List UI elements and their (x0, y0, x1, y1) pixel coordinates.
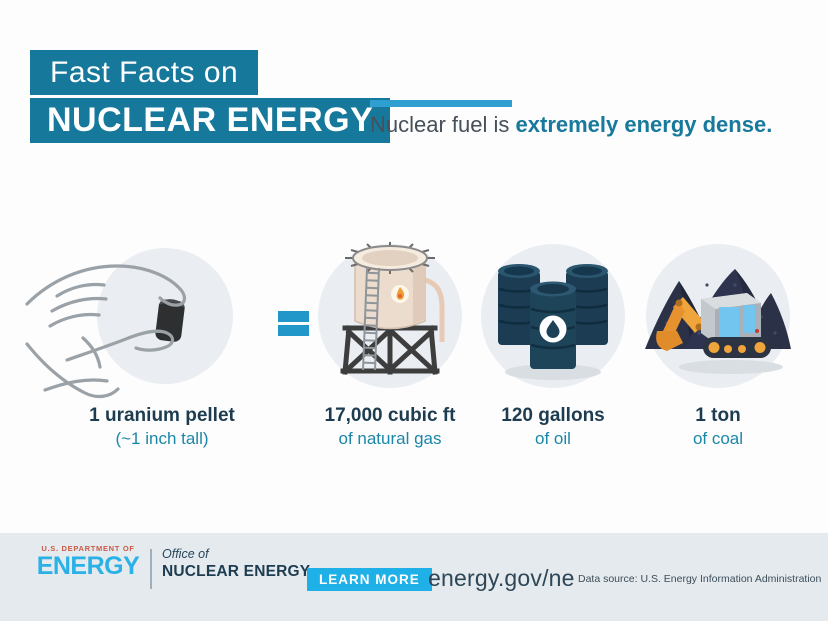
data-source-note: Data source: U.S. Energy Information Adm… (578, 573, 822, 585)
doe-logo: U.S. DEPARTMENT OF ENERGY (36, 544, 140, 579)
header-title-line2: NUCLEAR ENERGY (30, 98, 391, 143)
equals-icon (278, 311, 309, 336)
website-url[interactable]: energy.gov/ne (428, 565, 575, 591)
hand-pellet-icon (25, 248, 233, 399)
coal-subtitle: of coal (692, 429, 744, 448)
footer-band: U.S. DEPARTMENT OF ENERGY Office of NUCL… (0, 533, 828, 621)
doe-logo-department-line: U.S. DEPARTMENT OF (41, 544, 135, 553)
oil-subtitle: of oil (535, 429, 571, 448)
natural-gas-label: 17,000 cubic ft of natural gas (275, 404, 505, 450)
oil-barrels-icon (498, 264, 608, 380)
tagline-highlight: extremely energy dense. (515, 112, 773, 137)
equals-bar-bottom (278, 325, 309, 336)
header-title-line1: Fast Facts on (30, 50, 259, 95)
office-name-label: NUCLEAR ENERGY (162, 563, 311, 580)
tagline-prefix: Nuclear fuel is (370, 112, 516, 137)
gas-tank-icon (340, 242, 445, 375)
office-of-nuclear-energy-logo: Office of NUCLEAR ENERGY (162, 547, 310, 581)
oil-label: 120 gallons of oil (438, 404, 668, 450)
learn-more-button[interactable]: LEARN MORE (307, 568, 432, 591)
doe-logo-energy-wordmark: ENERGY (36, 552, 140, 580)
footer-logo-divider (150, 549, 152, 589)
coal-label: 1 ton of coal (603, 404, 828, 450)
tagline-accent-bar (370, 100, 512, 107)
coal-title: 1 ton (695, 405, 741, 426)
uranium-pellet-subtitle: (~1 inch tall) (115, 429, 209, 448)
natural-gas-subtitle: of natural gas (338, 429, 442, 448)
uranium-pellet-title: 1 uranium pellet (89, 405, 235, 426)
natural-gas-title: 17,000 cubic ft (324, 405, 456, 426)
oil-title: 120 gallons (501, 405, 605, 426)
equals-bar-top (278, 311, 309, 322)
office-of-label: Office of (162, 547, 209, 561)
tagline: Nuclear fuel is extremely energy dense. (370, 112, 772, 138)
uranium-pellet-label: 1 uranium pellet (~1 inch tall) (47, 404, 277, 450)
coal-excavator-icon (645, 269, 791, 374)
